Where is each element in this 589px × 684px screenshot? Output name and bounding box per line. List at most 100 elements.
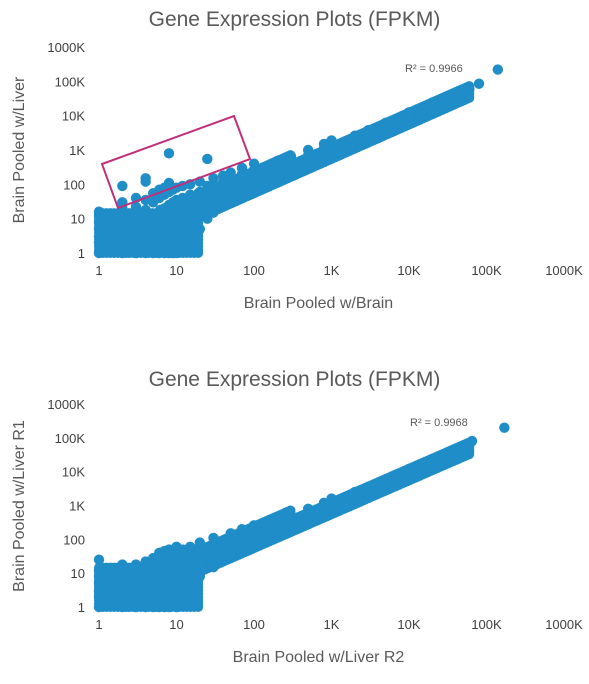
r-squared-label: R² = 0.9966 bbox=[405, 63, 463, 75]
data-point bbox=[184, 549, 196, 560]
data-point bbox=[184, 189, 196, 200]
y-tick-label: 100K bbox=[55, 74, 86, 89]
data-point bbox=[171, 247, 182, 259]
data-point bbox=[380, 473, 391, 485]
data-point bbox=[163, 148, 175, 159]
data-point bbox=[349, 130, 361, 141]
data-point bbox=[492, 64, 504, 75]
y-tick-label: 10K bbox=[62, 109, 85, 124]
data-point bbox=[208, 173, 219, 184]
x-axis-label: Brain Pooled w/Brain bbox=[244, 295, 393, 312]
data-point bbox=[248, 520, 260, 531]
data-point bbox=[130, 201, 142, 213]
data-point bbox=[130, 223, 142, 235]
data-point bbox=[177, 591, 188, 603]
data-point bbox=[450, 444, 461, 455]
data-point bbox=[450, 87, 461, 99]
y-tick-label: 1 bbox=[78, 600, 85, 615]
data-point bbox=[363, 481, 374, 492]
y-tick-label: 1000K bbox=[47, 40, 85, 55]
data-point bbox=[117, 218, 128, 230]
data-point bbox=[93, 247, 105, 259]
data-point bbox=[194, 223, 206, 235]
x-tick-label: 10K bbox=[397, 263, 420, 278]
data-point bbox=[272, 515, 283, 527]
data-point bbox=[499, 422, 510, 433]
data-point bbox=[236, 537, 248, 548]
data-point bbox=[93, 585, 105, 597]
data-point bbox=[225, 182, 236, 193]
data-point bbox=[285, 151, 297, 162]
scatter-plot-2: 1 10 100 1K 10K 100K 1000K 1 10 100 1K 10K 100K 1000K… bbox=[11, 397, 583, 666]
data-point bbox=[403, 107, 415, 118]
data-point bbox=[464, 83, 475, 95]
data-point bbox=[326, 135, 337, 146]
data-point bbox=[272, 155, 283, 167]
x-tick-label: 100 bbox=[243, 263, 265, 278]
data-point bbox=[225, 194, 236, 206]
data-point bbox=[184, 231, 196, 242]
chart-title: Gene Expression Plots (FPKM) bbox=[148, 368, 441, 391]
data-point bbox=[177, 237, 188, 248]
data-point bbox=[93, 206, 105, 217]
x-axis-label: Brain Pooled w/Liver R2 bbox=[233, 649, 405, 666]
x-tick-label: 1000K bbox=[545, 617, 583, 632]
data-point bbox=[171, 601, 182, 613]
data-point bbox=[225, 542, 236, 554]
y-tick-label: 1K bbox=[69, 143, 85, 158]
data-point bbox=[117, 237, 128, 248]
data-point bbox=[349, 486, 361, 498]
data-point bbox=[130, 559, 142, 570]
data-point bbox=[302, 503, 314, 514]
data-point bbox=[380, 117, 391, 128]
data-point bbox=[117, 210, 128, 222]
data-point bbox=[236, 523, 248, 535]
data-point bbox=[248, 173, 260, 184]
data-point bbox=[117, 581, 128, 592]
x-tick-label: 100K bbox=[471, 617, 502, 632]
data-point bbox=[194, 186, 206, 198]
data-point bbox=[194, 557, 206, 569]
x-tick-label: 1 bbox=[95, 617, 102, 632]
data-point bbox=[140, 176, 151, 187]
data-point bbox=[427, 453, 438, 465]
data-point bbox=[208, 532, 219, 544]
data-point bbox=[140, 601, 151, 613]
y-tick-label: 100 bbox=[63, 177, 85, 192]
data-point bbox=[208, 541, 219, 553]
data-point bbox=[117, 559, 128, 570]
data-point bbox=[93, 554, 105, 565]
data-point bbox=[363, 124, 374, 136]
data-point bbox=[184, 203, 196, 214]
y-tick-label: 10K bbox=[62, 465, 85, 480]
data-point bbox=[202, 153, 213, 165]
data-point bbox=[225, 167, 236, 178]
data-point bbox=[248, 180, 260, 192]
data-point bbox=[117, 247, 128, 259]
data-point bbox=[140, 247, 151, 259]
data-point bbox=[163, 601, 175, 613]
data-point bbox=[130, 213, 142, 224]
data-point bbox=[466, 435, 478, 447]
data-point bbox=[217, 199, 229, 211]
data-point bbox=[117, 573, 128, 584]
data-point bbox=[302, 144, 314, 156]
data-point bbox=[194, 571, 206, 582]
data-point bbox=[236, 177, 248, 189]
x-tick-label: 10 bbox=[169, 263, 183, 278]
data-point bbox=[194, 199, 206, 211]
scatter-plot-1: 1 10 100 1K 10K 100K 1000K 1 10 100 1K 10K 100K 1000K… bbox=[11, 40, 583, 312]
data-point bbox=[130, 601, 142, 613]
data-point bbox=[93, 565, 105, 576]
chart-title: Gene Expression Plots (FPKM) bbox=[148, 8, 441, 31]
x-tick-label: 100 bbox=[243, 617, 265, 632]
y-tick-label: 1K bbox=[69, 499, 85, 514]
data-point bbox=[140, 216, 151, 228]
data-point bbox=[117, 180, 128, 192]
data-point bbox=[236, 186, 248, 198]
data-point bbox=[225, 535, 236, 547]
x-tick-label: 1K bbox=[324, 617, 340, 632]
data-point bbox=[427, 97, 438, 108]
x-tick-label: 10 bbox=[169, 617, 183, 632]
data-point bbox=[130, 567, 142, 579]
